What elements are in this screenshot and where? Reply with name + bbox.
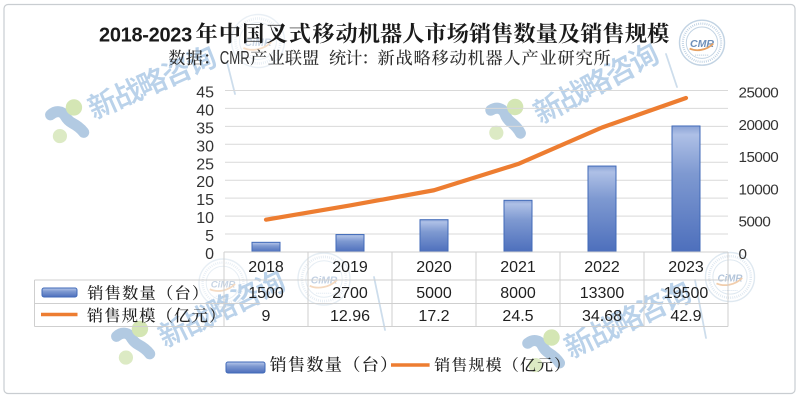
svg-text:2019: 2019 bbox=[332, 259, 368, 276]
svg-text:9: 9 bbox=[262, 308, 271, 325]
svg-text:CiMR: CiMR bbox=[311, 276, 338, 287]
svg-text:5000: 5000 bbox=[416, 285, 452, 302]
svg-text:CiMR: CiMR bbox=[211, 279, 236, 290]
svg-text:1500: 1500 bbox=[248, 285, 284, 302]
svg-text:2700: 2700 bbox=[332, 285, 368, 302]
svg-text:19500: 19500 bbox=[664, 285, 709, 302]
svg-text:15: 15 bbox=[196, 192, 214, 209]
svg-text:42.9: 42.9 bbox=[670, 308, 701, 325]
svg-text:34.68: 34.68 bbox=[582, 308, 622, 325]
svg-text:CiMR: CiMR bbox=[717, 273, 743, 284]
svg-text:20000: 20000 bbox=[739, 117, 779, 134]
svg-text:5000: 5000 bbox=[739, 214, 771, 231]
svg-text:2020: 2020 bbox=[416, 259, 452, 276]
svg-text:20: 20 bbox=[196, 174, 214, 191]
svg-text:15000: 15000 bbox=[739, 149, 779, 166]
svg-text:CMR: CMR bbox=[690, 38, 714, 50]
svg-text:8000: 8000 bbox=[500, 285, 536, 302]
svg-text:0: 0 bbox=[205, 246, 214, 263]
svg-text:2018: 2018 bbox=[248, 259, 284, 276]
svg-text:5: 5 bbox=[205, 228, 214, 245]
svg-text:2021: 2021 bbox=[500, 259, 536, 276]
svg-text:10000: 10000 bbox=[739, 181, 779, 198]
svg-text:17.2: 17.2 bbox=[418, 308, 449, 325]
svg-text:45: 45 bbox=[196, 84, 214, 101]
svg-text:CiMR: CiMR bbox=[244, 37, 271, 49]
svg-text:40: 40 bbox=[196, 102, 214, 119]
svg-text:2018-2023: 2018-2023 bbox=[99, 24, 192, 46]
svg-text:12.96: 12.96 bbox=[330, 308, 370, 325]
svg-text:25000: 25000 bbox=[739, 84, 779, 101]
svg-text:2023: 2023 bbox=[668, 259, 704, 276]
svg-text:2022: 2022 bbox=[584, 259, 620, 276]
svg-text:24.5: 24.5 bbox=[502, 308, 533, 325]
svg-text:25: 25 bbox=[196, 156, 214, 173]
svg-text:35: 35 bbox=[196, 120, 214, 137]
svg-text:CMR: CMR bbox=[220, 49, 250, 69]
svg-text:13300: 13300 bbox=[580, 285, 625, 302]
svg-text:30: 30 bbox=[196, 138, 214, 155]
svg-text:10: 10 bbox=[196, 210, 214, 227]
svg-text:0: 0 bbox=[739, 246, 747, 263]
